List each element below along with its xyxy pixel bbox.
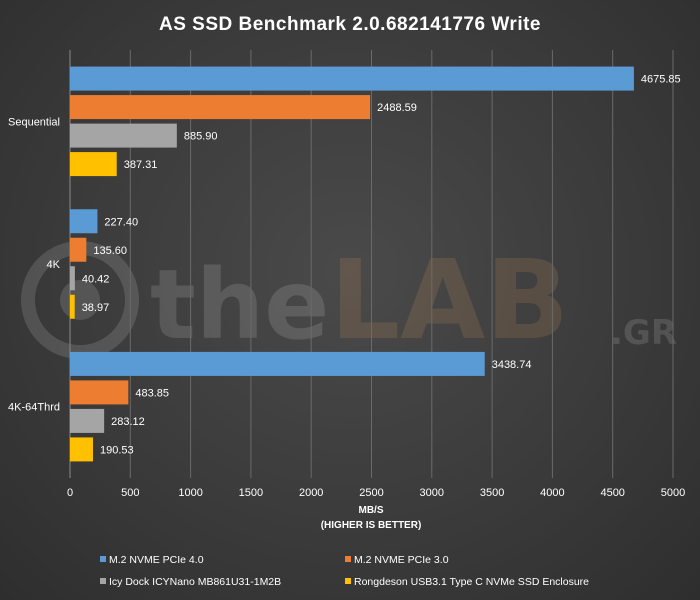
bar-value-label: 283.12 (111, 416, 145, 428)
bar-value-label: 135.60 (93, 245, 127, 257)
gridlines (69, 50, 674, 478)
category-label: 4K-64Thrd (8, 402, 60, 414)
x-tick-label: 4000 (540, 487, 564, 499)
legend-swatch (345, 578, 351, 584)
bar (70, 408, 105, 433)
x-tick-label: 1000 (178, 487, 202, 499)
x-tick-label: 3500 (480, 487, 504, 499)
bar-value-label: 483.85 (135, 387, 169, 399)
value-labels: 4675.85 2488.59 885.90 387.31 227.40 135.60 40… (82, 74, 681, 457)
x-tick-label: 5000 (661, 487, 685, 499)
bar (70, 294, 75, 319)
legend-label: M.2 NVME PCIe 3.0 (354, 554, 449, 566)
bar (70, 152, 117, 177)
chart-title: AS SSD Benchmark 2.0.682141776 Write (159, 14, 541, 35)
bar-value-label: 885.90 (184, 131, 218, 143)
bar-value-label: 40.42 (82, 273, 110, 285)
bar-value-label: 2488.59 (377, 102, 417, 114)
x-tick-label: 4500 (600, 487, 624, 499)
bar (70, 380, 129, 405)
x-tick-label: 2500 (359, 487, 383, 499)
legend-swatch (100, 578, 106, 584)
bar (70, 123, 177, 148)
category-labels: Sequential 4K 4K-64Thrd (8, 116, 61, 413)
x-tick-label: 500 (121, 487, 139, 499)
bar (70, 66, 634, 91)
watermark-logo-core (60, 280, 100, 320)
watermark-brand-main: LAB (330, 236, 569, 364)
bar (70, 95, 371, 120)
x-tick-label: 1500 (239, 487, 263, 499)
x-tick-label: 0 (67, 487, 73, 499)
x-axis-title: MB/S (359, 505, 384, 516)
x-axis-ticks: 0 500 1000 1500 2000 2500 3000 3500 4000 4500 5000 (67, 487, 685, 499)
legend-label: Icy Dock ICYNano MB861U31-1M2B (109, 576, 281, 588)
legend: M.2 NVME PCIe 4.0 M.2 NVME PCIe 3.0 Icy Do… (100, 554, 589, 588)
legend-label: M.2 NVME PCIe 4.0 (109, 554, 204, 566)
bar-value-label: 3438.74 (492, 359, 532, 371)
x-axis-note: (HIGHER IS BETTER) (321, 520, 422, 531)
watermark-brand-suffix: .GR (610, 313, 677, 353)
x-tick-label: 2000 (299, 487, 323, 499)
bars (70, 66, 634, 462)
bar (70, 351, 485, 376)
bar (70, 237, 87, 262)
category-label: 4K (47, 259, 61, 271)
bar-value-label: 4675.85 (641, 74, 681, 86)
legend-label: Rongdeson USB3.1 Type C NVMe SSD Enclosu… (354, 576, 589, 588)
watermark: the LAB .GR (21, 236, 677, 364)
bar (70, 266, 75, 291)
watermark-brand-prefix: the (150, 249, 329, 361)
bar-value-label: 387.31 (124, 159, 158, 171)
x-tick-label: 3000 (420, 487, 444, 499)
bar-value-label: 190.53 (100, 444, 134, 456)
legend-swatch (100, 556, 106, 562)
legend-swatch (345, 556, 351, 562)
bar-value-label: 227.40 (104, 216, 138, 228)
bar (70, 209, 98, 234)
bar-value-label: 38.97 (82, 302, 110, 314)
category-label: Sequential (8, 116, 60, 128)
bar (70, 437, 93, 462)
